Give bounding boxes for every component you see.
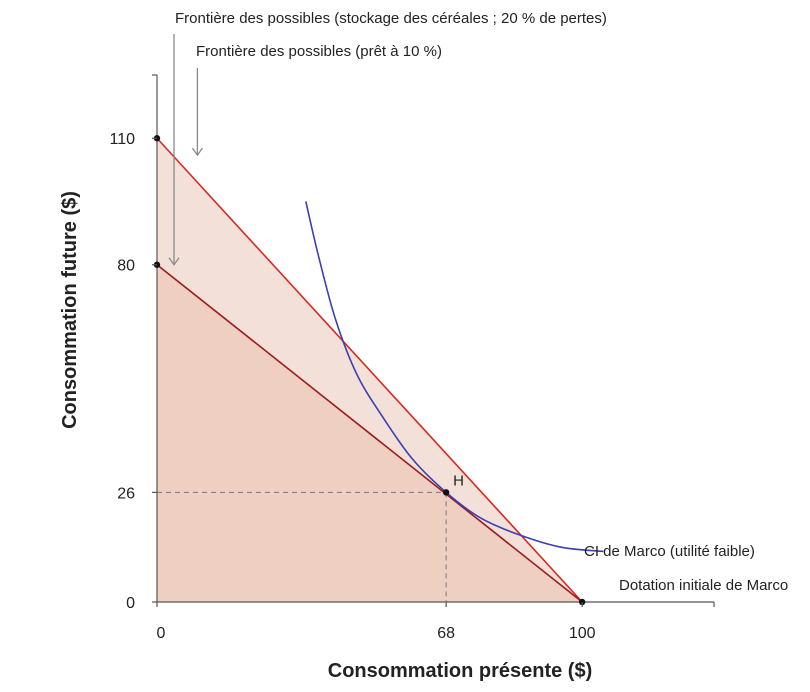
- x-tick-label: 100: [569, 625, 596, 642]
- indifference-curve-marco: [305, 201, 604, 553]
- y-tick-label: 0: [126, 595, 135, 612]
- y-tick-label: 110: [109, 131, 135, 148]
- y-axis-title: Consommation future ($): [59, 191, 81, 429]
- frontier-storage-line: [156, 264, 583, 603]
- arrow-frontier-storage: [168, 34, 180, 266]
- arrow-frontier-loan: [191, 68, 203, 157]
- y-tick-label: 80: [117, 258, 135, 275]
- annotation-indifference-curve: CI de Marco (utilité faible): [584, 543, 755, 560]
- x-axis-ticks: 0 68 100: [156, 602, 596, 642]
- point-label-h: H: [453, 472, 464, 489]
- frontier-loan-line: [156, 137, 583, 603]
- annotation-frontier-storage: Frontière des possibles (stockage des cé…: [175, 10, 607, 27]
- annotation-arrows: [168, 34, 203, 266]
- annotation-frontier-loan: Frontière des possibles (prêt à 10 %): [196, 43, 442, 60]
- x-axis-title: Consommation présente ($): [328, 660, 592, 682]
- annotation-initial-endowment: Dotation initiale de Marco: [619, 577, 788, 594]
- x-tick-label: 68: [437, 625, 455, 642]
- y-axis-ticks: 0 26 80 110: [109, 131, 157, 612]
- y-tick-label: 26: [117, 485, 135, 502]
- axes: [152, 74, 715, 607]
- point-h: [442, 489, 450, 496]
- x-tick-label: 0: [157, 625, 166, 642]
